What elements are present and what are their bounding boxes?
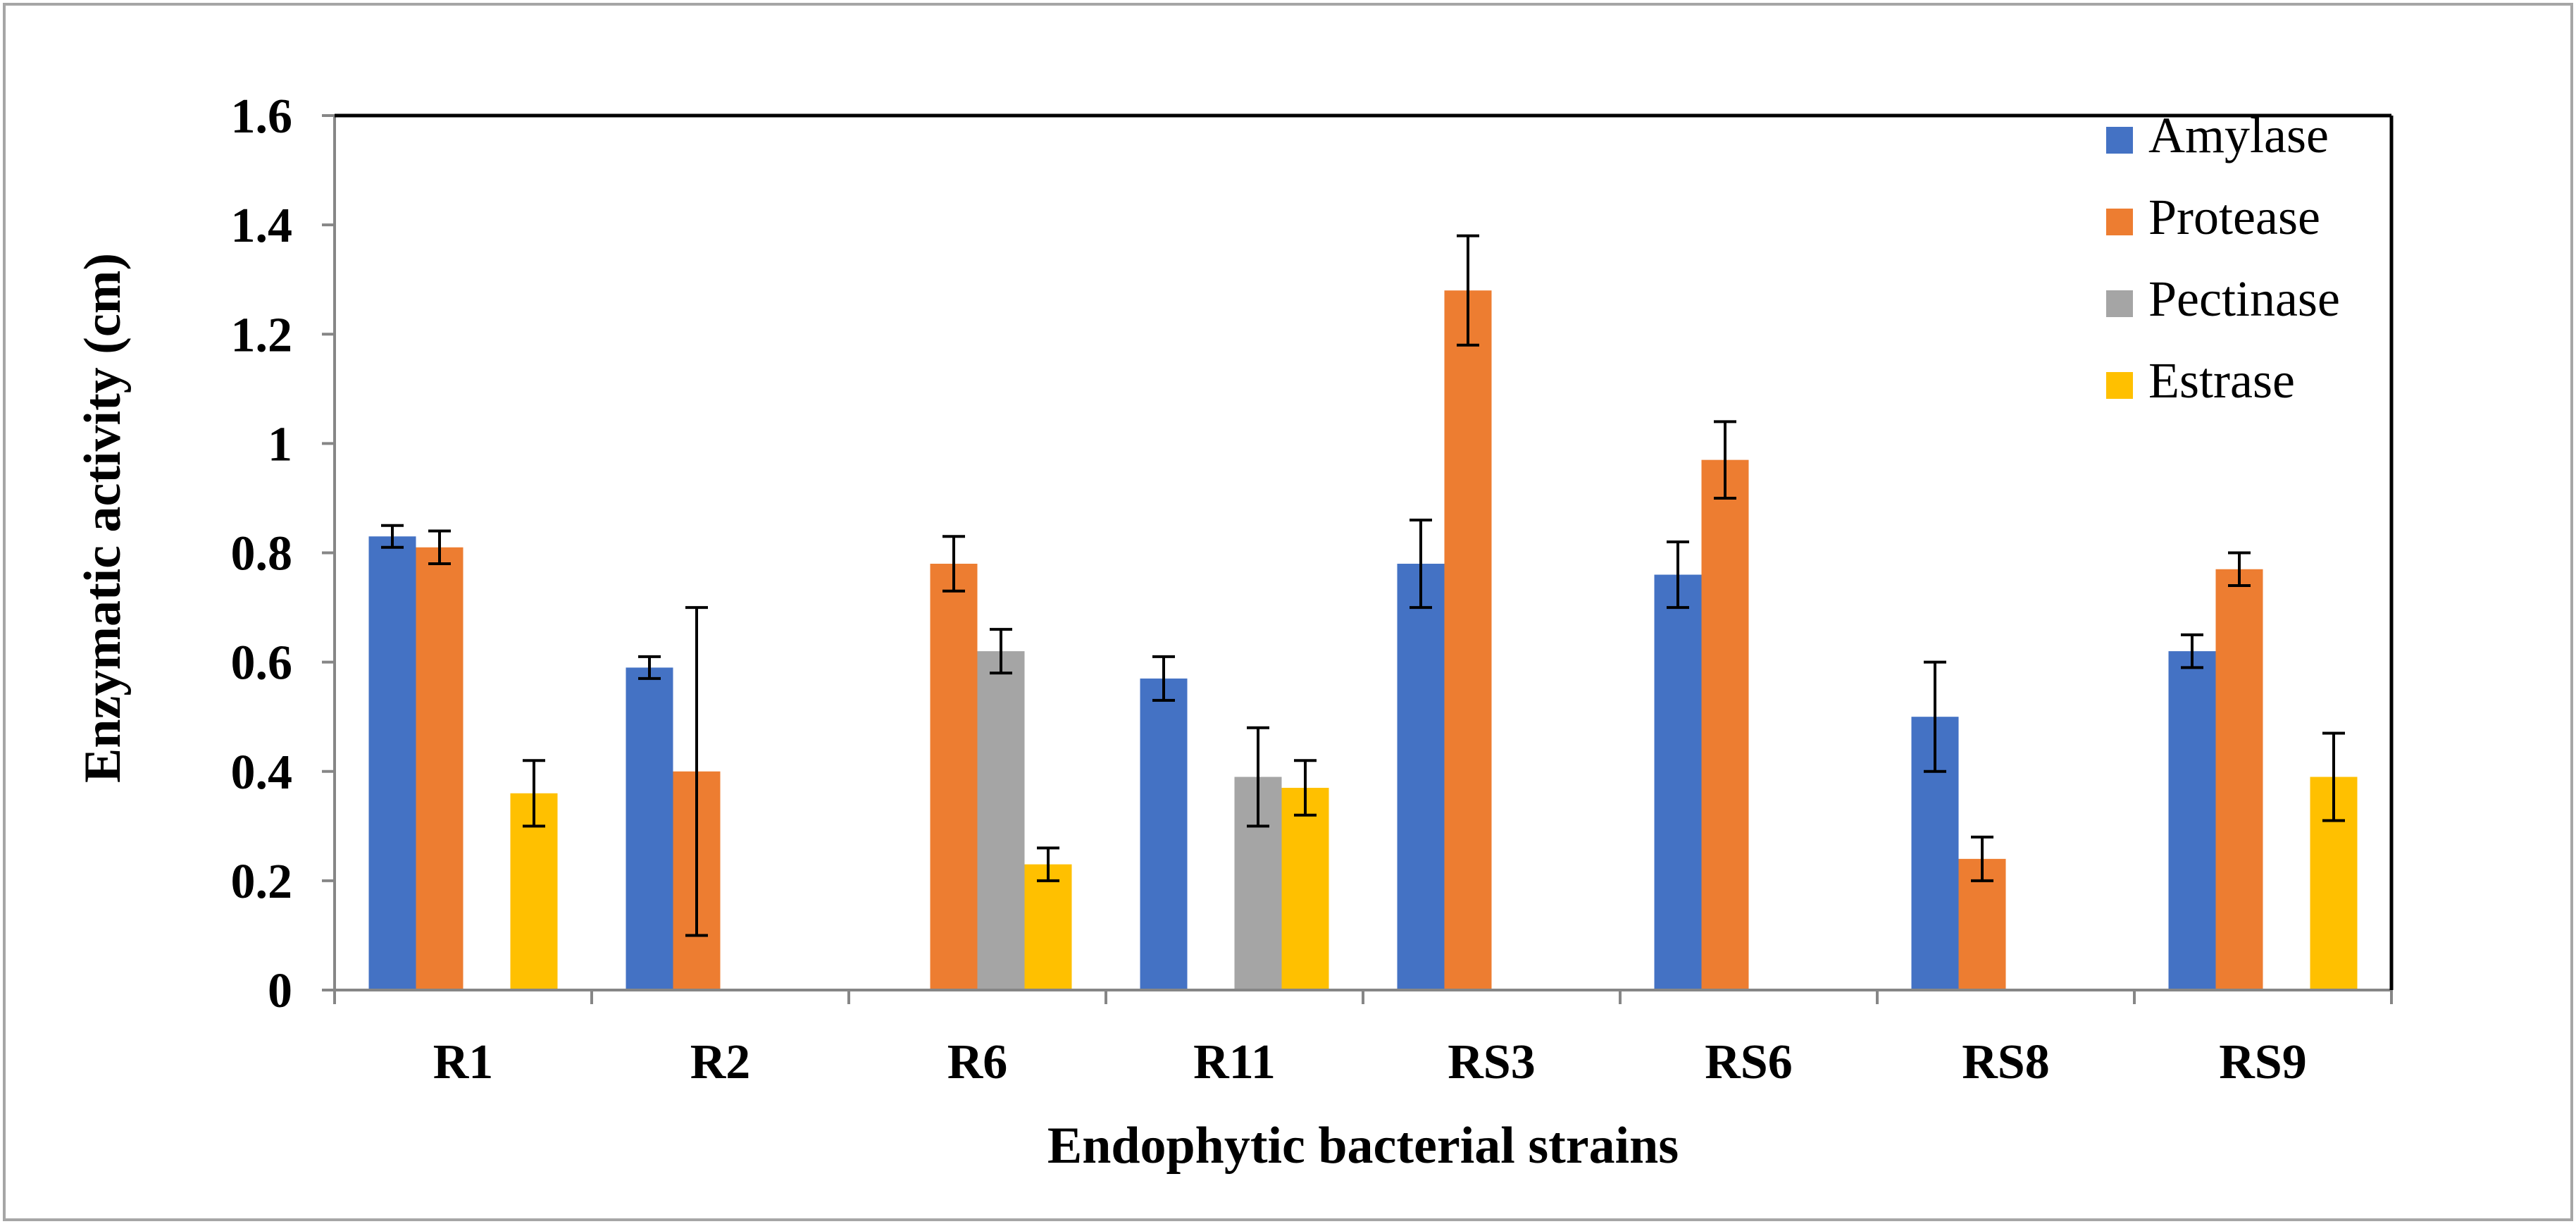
error-bar-protease-r1: [428, 529, 451, 566]
x-tick-label-rs3: RS3: [1448, 1035, 1535, 1089]
y-tick-label: 1.4: [231, 199, 293, 253]
error-bar-amylase-rs3: [1410, 518, 1432, 610]
bar-protease-r6: [930, 564, 978, 990]
bar-estrase-r6: [1024, 864, 1072, 990]
tick-labels-layer: 0 0.2 0.4 0.6 0.8 1 1.2 1.4 1.6 R1 R2 R6 R11 RS3 RS6 RS…: [231, 89, 2307, 1089]
bar-protease-rs6: [1701, 459, 1749, 990]
error-bar-estrase-r1: [523, 759, 545, 828]
error-bar-amylase-rs9: [2181, 633, 2203, 669]
error-bar-protease-rs3: [1457, 234, 1479, 347]
bar-amylase-r1: [368, 536, 416, 990]
legend-label: Estrase: [2148, 352, 2295, 409]
error-bar-pectinase-r11: [1247, 726, 1269, 828]
y-tick-label: 1: [268, 417, 292, 471]
x-tick-label-rs8: RS8: [1962, 1035, 2049, 1089]
legend-label: Amylase: [2148, 107, 2329, 163]
y-tick-label: 0.8: [231, 527, 293, 581]
x-tick-label-r6: R6: [947, 1035, 1008, 1089]
legend-item-amylase: Amylase: [2106, 107, 2329, 163]
error-bar-protease-r6: [942, 535, 965, 593]
bar-estrase-r11: [1281, 788, 1329, 990]
bar-protease-rs3: [1444, 290, 1492, 990]
bar-protease-rs9: [2215, 569, 2263, 990]
error-bar-protease-rs9: [2228, 551, 2251, 588]
x-tick-label-rs6: RS6: [1705, 1035, 1792, 1089]
y-tick-label: 0: [268, 964, 292, 1018]
error-bar-estrase-rs9: [2322, 731, 2345, 822]
y-tick-label: 0.6: [231, 636, 293, 691]
error-bar-estrase-r11: [1294, 759, 1317, 817]
legend-item-estrase: Estrase: [2106, 352, 2295, 409]
y-tick-label: 0.4: [231, 746, 293, 800]
axes-layer: [322, 113, 2394, 1004]
bars-layer: [368, 290, 2358, 990]
bar-pectinase-r6: [977, 651, 1025, 990]
x-tick-label-r1: R1: [433, 1035, 494, 1089]
error-bar-amylase-rs6: [1667, 540, 1689, 610]
y-tick-label: 1.2: [231, 308, 293, 362]
error-bar-amylase-rs8: [1924, 660, 1946, 773]
error-bar-estrase-r6: [1037, 846, 1059, 882]
bar-amylase-rs9: [2168, 651, 2216, 990]
legend-label: Pectinase: [2148, 271, 2340, 327]
bar-amylase-r11: [1140, 678, 1188, 990]
error-bars-layer: [381, 234, 2345, 937]
bar-protease-r1: [416, 547, 463, 990]
error-bar-amylase-r11: [1152, 655, 1175, 702]
error-bar-amylase-r2: [638, 655, 661, 680]
legend: Amylase Protease Pectinase Estrase: [2106, 107, 2340, 409]
y-tick-label: 0.2: [231, 855, 293, 909]
error-bar-pectinase-r6: [990, 628, 1012, 675]
legend-swatch: [2106, 127, 2133, 154]
legend-item-protease: Protease: [2106, 189, 2320, 245]
error-bar-amylase-r1: [381, 524, 404, 549]
legend-swatch: [2106, 209, 2133, 235]
bar-amylase-r2: [626, 667, 673, 990]
x-axis-title: Endophytic bacterial strains: [1047, 1117, 1679, 1175]
error-bar-protease-r2: [685, 606, 708, 937]
y-tick-label: 1.6: [231, 89, 293, 144]
y-axis-title: Enzymatic activity (cm): [74, 253, 132, 783]
bar-amylase-rs3: [1397, 564, 1445, 990]
error-bar-protease-rs8: [1971, 835, 1993, 882]
x-tick-label-rs9: RS9: [2219, 1035, 2306, 1089]
legend-label: Protease: [2148, 189, 2320, 245]
bar-amylase-rs6: [1654, 574, 1702, 990]
legend-swatch: [2106, 290, 2133, 317]
error-bar-protease-rs6: [1714, 420, 1736, 500]
x-tick-label-r2: R2: [690, 1035, 751, 1089]
legend-item-pectinase: Pectinase: [2106, 271, 2340, 327]
x-tick-label-r11: R11: [1193, 1035, 1276, 1089]
legend-swatch: [2106, 372, 2133, 399]
